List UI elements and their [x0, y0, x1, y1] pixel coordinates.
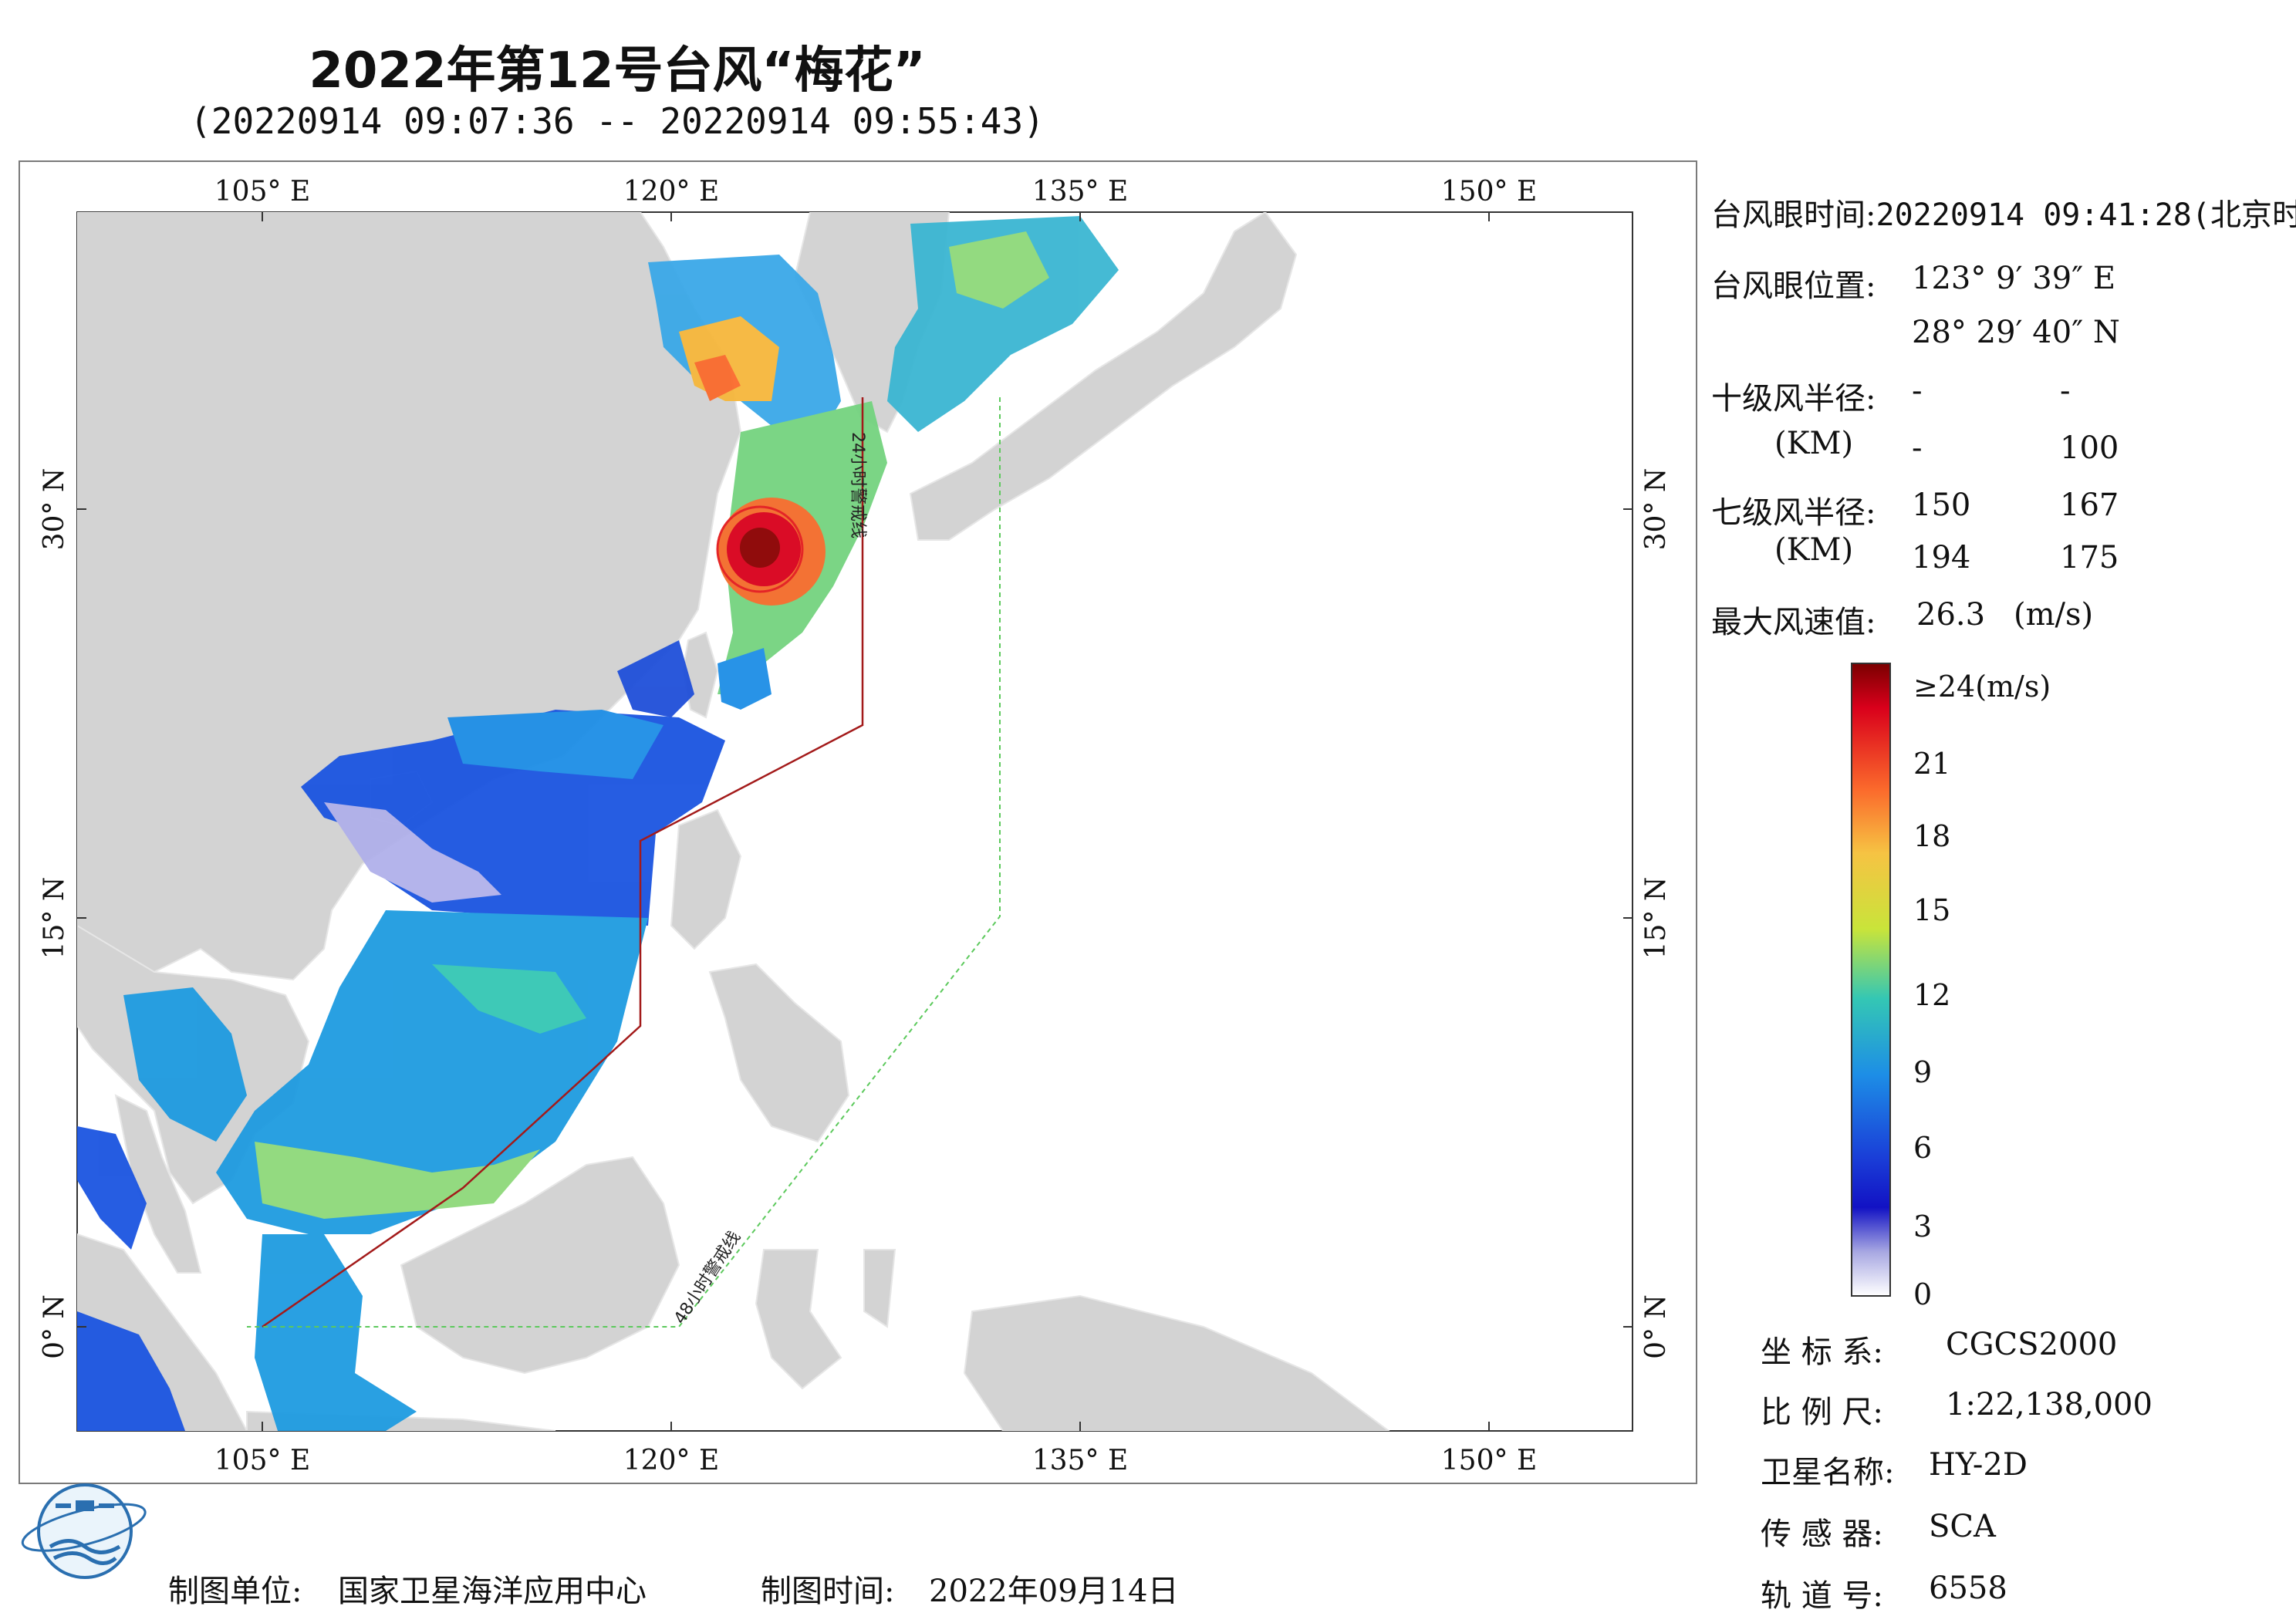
- orbit-value: 6558: [1929, 1571, 2007, 1606]
- r10-value-1: -: [1912, 373, 1923, 409]
- map-title: 2022年第12号台风“梅花”: [309, 42, 926, 100]
- lon-label-bottom-105: 105° E: [214, 1445, 310, 1476]
- lat-label-right-30: 30° N: [1640, 468, 1672, 551]
- scale-label: 比 例 尺:: [1761, 1395, 1883, 1430]
- crs-label: 坐 标 系:: [1761, 1335, 1883, 1370]
- max-wind-unit: (m/s): [2014, 597, 2094, 633]
- footer-unit-value: 国家卫星海洋应用中心: [338, 1574, 647, 1609]
- colorbar-label-21: 21: [1913, 747, 1951, 781]
- lat-label-right-0: 0° N: [1640, 1294, 1672, 1359]
- footer-time-label: 制图时间:: [761, 1574, 895, 1609]
- r10-unit: (KM): [1774, 426, 1854, 461]
- r10-value-3: -: [1912, 430, 1923, 466]
- lon-label-top-150: 150° E: [1441, 176, 1537, 208]
- lat-label-right-15: 15° N: [1640, 877, 1672, 960]
- lon-label-bottom-120: 120° E: [623, 1445, 719, 1476]
- colorbar-label-3: 3: [1913, 1210, 1933, 1243]
- lon-label-bottom-135: 135° E: [1032, 1445, 1128, 1476]
- lat-label-left-30: 30° N: [39, 468, 70, 551]
- r10-value-4: 100: [2060, 430, 2119, 466]
- colorbar-label-18: 18: [1913, 819, 1951, 853]
- colorbar-label-0: 0: [1913, 1277, 1933, 1311]
- r10-label: 十级风半径:: [1711, 381, 1876, 417]
- sensor-label: 传 感 器:: [1761, 1517, 1883, 1552]
- lon-label-top-120: 120° E: [623, 176, 719, 208]
- wind-field: [77, 216, 1119, 1431]
- satellite-value: HY-2D: [1929, 1447, 2028, 1483]
- colorbar-label-12: 12: [1913, 978, 1951, 1012]
- lat-label-left-15: 15° N: [39, 877, 70, 960]
- footer-time-value: 2022年09月14日: [929, 1574, 1179, 1609]
- nsoas-logo-icon: [21, 1483, 147, 1579]
- colorbar-label-9: 9: [1913, 1055, 1933, 1089]
- eye-lat-value: 28° 29′ 40″ N: [1912, 315, 2120, 350]
- max-wind-value: 26.3: [1916, 597, 1986, 633]
- eye-time-label: 台风眼时间:: [1711, 197, 1876, 233]
- max-wind-label: 最大风速值:: [1711, 605, 1876, 640]
- satellite-label: 卫星名称:: [1761, 1455, 1895, 1490]
- eye-time-row: 台风眼时间:20220914 09:41:28(北京时): [1711, 190, 2296, 235]
- warning-24h-label: 24小时警戒线: [848, 432, 867, 538]
- eye-time-value: 20220914 09:41:28(北京时): [1876, 197, 2296, 233]
- r7-value-1: 150: [1912, 488, 1971, 523]
- map-subtitle: (20220914 09:07:36 -- 20220914 09:55:43): [190, 100, 1045, 142]
- warning-48h-line: [247, 397, 1001, 1328]
- warning-24h-line: [262, 397, 864, 1328]
- footer-unit-label: 制图单位:: [168, 1574, 302, 1609]
- r7-value-2: 167: [2060, 488, 2119, 523]
- r7-value-3: 194: [1912, 540, 1971, 575]
- r10-value-2: -: [2060, 373, 2071, 409]
- colorbar-label-24: ≥24(m/s): [1913, 670, 2051, 704]
- lon-label-top-105: 105° E: [214, 176, 310, 208]
- scale-value: 1:22,138,000: [1946, 1387, 2152, 1422]
- lat-label-left-0: 0° N: [39, 1294, 70, 1359]
- lon-label-top-135: 135° E: [1032, 176, 1128, 208]
- lon-label-bottom-150: 150° E: [1441, 1445, 1537, 1476]
- eye-pos-label: 台风眼位置:: [1711, 268, 1876, 304]
- orbit-label: 轨 道 号:: [1761, 1578, 1883, 1614]
- sensor-value: SCA: [1929, 1509, 1996, 1544]
- r7-label: 七级风半径:: [1711, 495, 1876, 531]
- colorbar: [1851, 663, 1891, 1297]
- crs-value: CGCS2000: [1946, 1327, 2118, 1362]
- colorbar-label-15: 15: [1913, 893, 1951, 927]
- r7-unit: (KM): [1774, 532, 1854, 568]
- lon-ticks: [77, 212, 1633, 1431]
- colorbar-label-6: 6: [1913, 1131, 1933, 1165]
- r7-value-4: 175: [2060, 540, 2119, 575]
- eye-lon-value: 123° 9′ 39″ E: [1912, 261, 2116, 296]
